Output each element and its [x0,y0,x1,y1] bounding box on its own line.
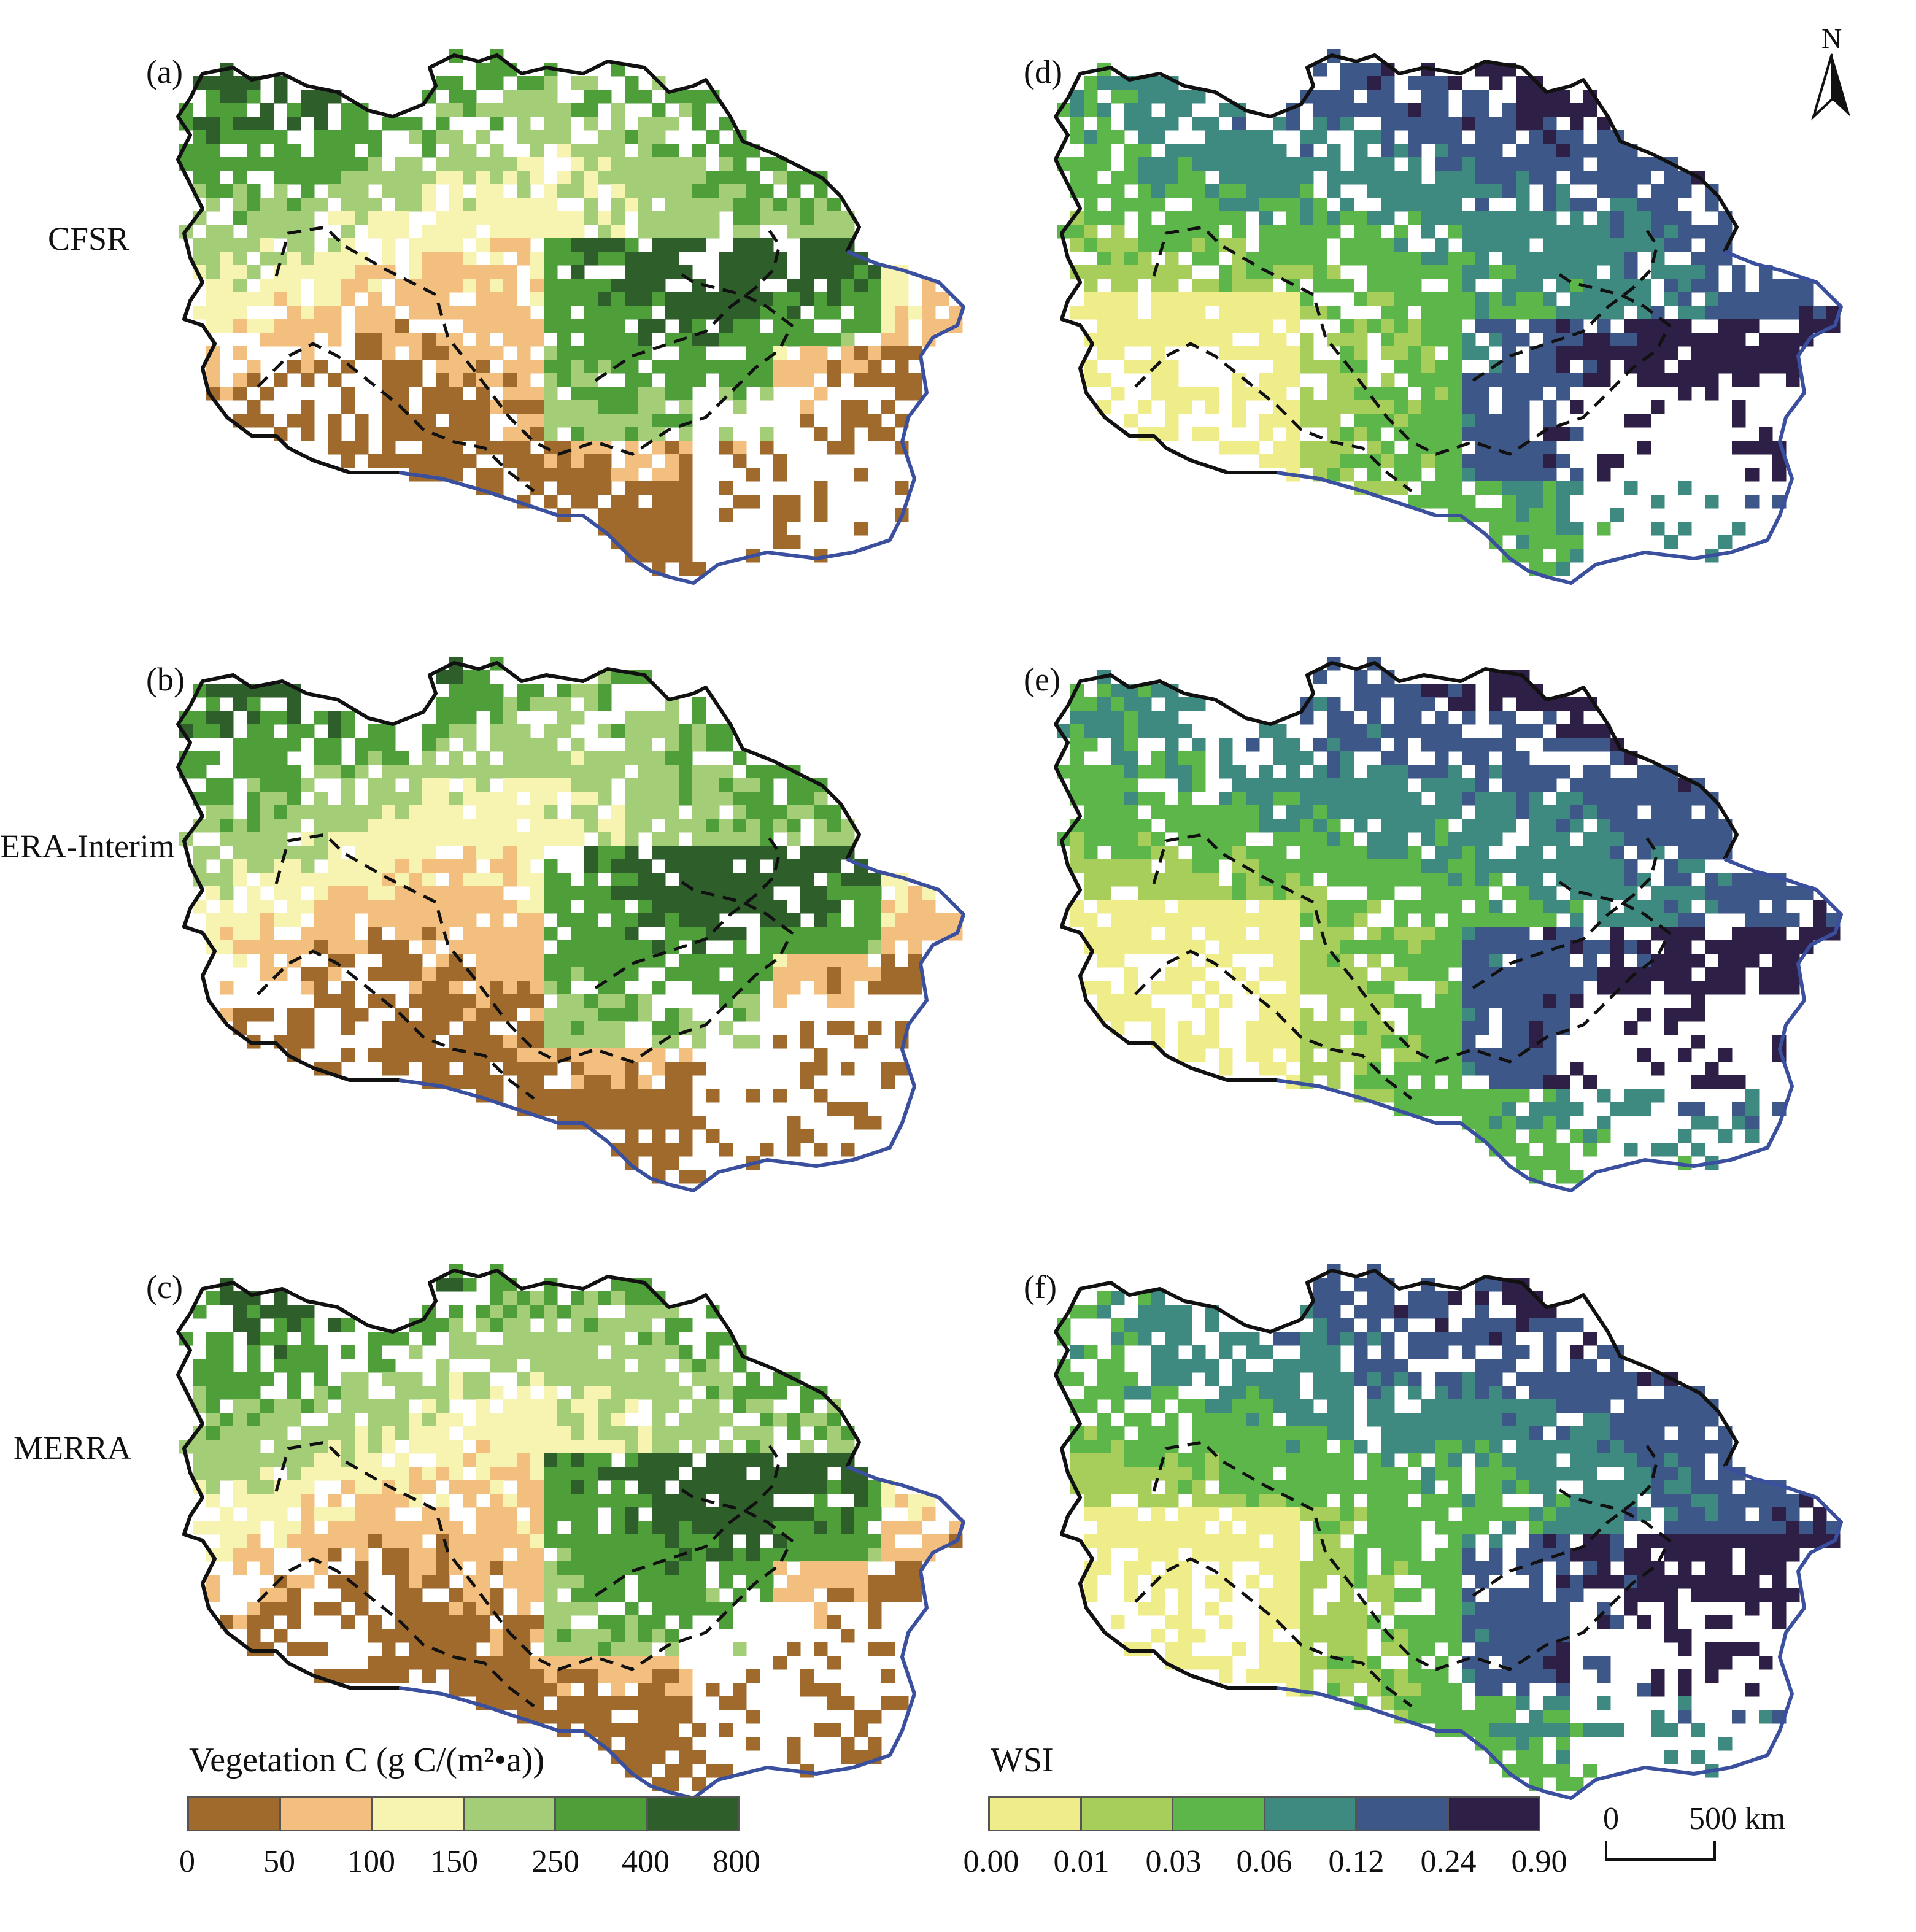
vegetation-legend-bar [187,1796,740,1831]
map-f-inner-boundary-0 [1152,1440,1672,1671]
map-d-inner-boundary-0 [1152,225,1672,456]
wsi-swatch-5 [1448,1798,1539,1830]
map-b-svg [176,657,965,1192]
vegetation-legend-title: Vegetation C (g C/(m²•a)) [189,1741,545,1779]
wsi-swatch-3 [1265,1798,1357,1830]
map-f-inner-boundary-2 [1472,1441,1659,1598]
panel-label-b: (b) [146,661,185,698]
map-d-outline-west [1054,97,1277,474]
vegetation-tick-1: 50 [263,1844,295,1879]
wsi-tick-2: 0.03 [1145,1844,1202,1879]
map-b-outline [188,661,861,860]
vegetation-swatch-5 [647,1798,738,1830]
map-b-outline-west [176,705,399,1082]
row-label-merra: MERRA [14,1429,132,1466]
map-d-outline [1066,53,1739,253]
map-panel-a [166,49,1013,589]
scale-bar [1605,1841,1716,1861]
map-f-cells [1057,1264,1841,1791]
vegetation-tick-3: 150 [430,1844,478,1879]
wsi-tick-1: 0.01 [1053,1844,1110,1879]
map-a-inner-boundary-2 [594,226,781,382]
vegetation-swatch-0 [189,1798,281,1830]
wsi-swatch-1 [1081,1798,1173,1830]
north-arrow-label: N [1821,23,1842,54]
map-panel-e [1043,657,1890,1197]
map-b-inner-boundary-1 [257,949,535,1100]
map-c-cells [179,1264,963,1791]
map-f-outline [1066,1269,1739,1468]
map-c-inner-boundary-2 [594,1441,781,1598]
wsi-tick-4: 0.12 [1328,1844,1385,1879]
vegetation-swatch-2 [373,1798,465,1830]
vegetation-tick-5: 400 [622,1844,670,1879]
wsi-swatch-4 [1357,1798,1449,1830]
map-d-inner-boundary-2 [1472,226,1659,382]
map-e-inner-boundary-0 [1152,833,1672,1064]
scale-bar-end: 500 km [1689,1801,1786,1836]
north-arrow: N [1798,25,1866,123]
scale-bar-start: 0 [1603,1801,1619,1836]
wsi-swatch-2 [1173,1798,1265,1830]
map-c-inner-boundary-0 [274,1440,794,1671]
wsi-tick-6: 0.90 [1511,1844,1567,1879]
map-a-svg [176,49,965,585]
map-a-outline [188,53,861,253]
panel-label-d: (d) [1024,53,1062,90]
map-panel-c [166,1264,1013,1804]
map-a-outline-west [176,97,399,474]
map-c-svg [176,1264,965,1800]
wsi-tick-0: 0.00 [963,1844,1019,1879]
map-f-inner-boundary-1 [1134,1557,1413,1707]
vegetation-swatch-1 [280,1798,373,1830]
vegetation-swatch-3 [464,1798,556,1830]
map-panel-b [166,657,1013,1197]
map-a-cells [179,49,963,576]
vegetation-tick-4: 250 [531,1844,579,1879]
map-d-svg [1054,49,1843,585]
map-e-outline-west [1054,705,1277,1082]
wsi-swatch-0 [990,1798,1082,1830]
map-panel-f [1043,1264,1890,1804]
map-c-outline [188,1269,861,1468]
vegetation-swatch-4 [556,1798,648,1830]
map-a-inner-boundary-1 [257,342,535,492]
map-b-inner-boundary-0 [274,833,794,1064]
wsi-legend-bar [988,1796,1540,1831]
map-a-inner-boundary-0 [274,225,794,456]
vegetation-tick-2: 100 [347,1844,395,1879]
map-e-inner-boundary-1 [1134,949,1413,1100]
map-f-outline-west [1054,1312,1277,1690]
map-panel-d [1043,49,1890,589]
map-f-svg [1054,1264,1843,1800]
map-e-cells [1057,657,1841,1184]
map-e-outline [1066,661,1739,860]
panel-label-c: (c) [146,1269,183,1305]
wsi-tick-5: 0.24 [1420,1844,1477,1879]
panel-label-f: (f) [1024,1269,1057,1305]
vegetation-tick-6: 800 [713,1844,760,1879]
row-label-era-interim: ERA-Interim [0,828,175,865]
map-c-outline-west [176,1312,399,1690]
map-b-inner-boundary-2 [594,833,781,990]
north-arrow-icon [1811,53,1850,121]
map-b-cells [179,657,963,1184]
map-e-svg [1054,657,1843,1192]
wsi-tick-3: 0.06 [1236,1844,1292,1879]
vegetation-tick-0: 0 [179,1844,195,1879]
map-c-inner-boundary-1 [257,1557,535,1707]
map-d-cells [1057,49,1841,576]
panel-label-a: (a) [146,53,183,90]
row-label-cfsr: CFSR [48,220,129,257]
panel-label-e: (e) [1024,661,1060,698]
map-d-inner-boundary-1 [1134,342,1413,492]
wsi-legend-title: WSI [991,1741,1054,1779]
map-e-inner-boundary-2 [1472,833,1659,990]
